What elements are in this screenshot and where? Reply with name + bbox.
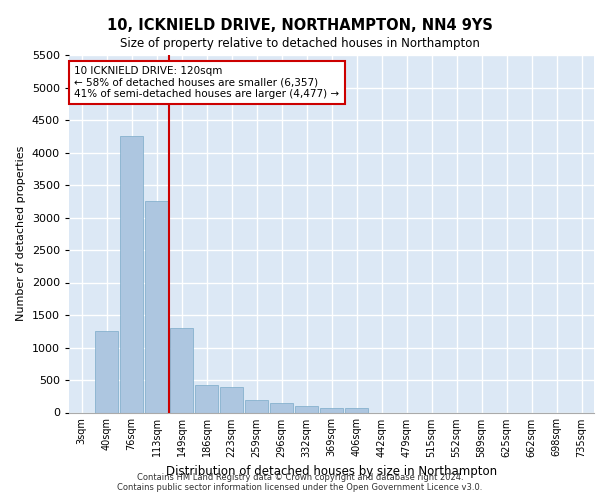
X-axis label: Distribution of detached houses by size in Northampton: Distribution of detached houses by size … [166,465,497,478]
Bar [345,408,368,412]
Bar [220,386,243,412]
Bar [120,136,143,412]
Bar [170,328,193,412]
Bar [145,201,168,412]
Bar [320,408,343,412]
Bar [195,385,218,412]
Bar [270,403,293,412]
Text: 10 ICKNIELD DRIVE: 120sqm
← 58% of detached houses are smaller (6,357)
41% of se: 10 ICKNIELD DRIVE: 120sqm ← 58% of detac… [74,66,340,99]
Bar [245,400,268,412]
Bar [295,406,318,412]
Bar [95,331,118,412]
Y-axis label: Number of detached properties: Number of detached properties [16,146,26,322]
Text: 10, ICKNIELD DRIVE, NORTHAMPTON, NN4 9YS: 10, ICKNIELD DRIVE, NORTHAMPTON, NN4 9YS [107,18,493,32]
Text: Size of property relative to detached houses in Northampton: Size of property relative to detached ho… [120,38,480,51]
Text: Contains HM Land Registry data © Crown copyright and database right 2024.
Contai: Contains HM Land Registry data © Crown c… [118,473,482,492]
